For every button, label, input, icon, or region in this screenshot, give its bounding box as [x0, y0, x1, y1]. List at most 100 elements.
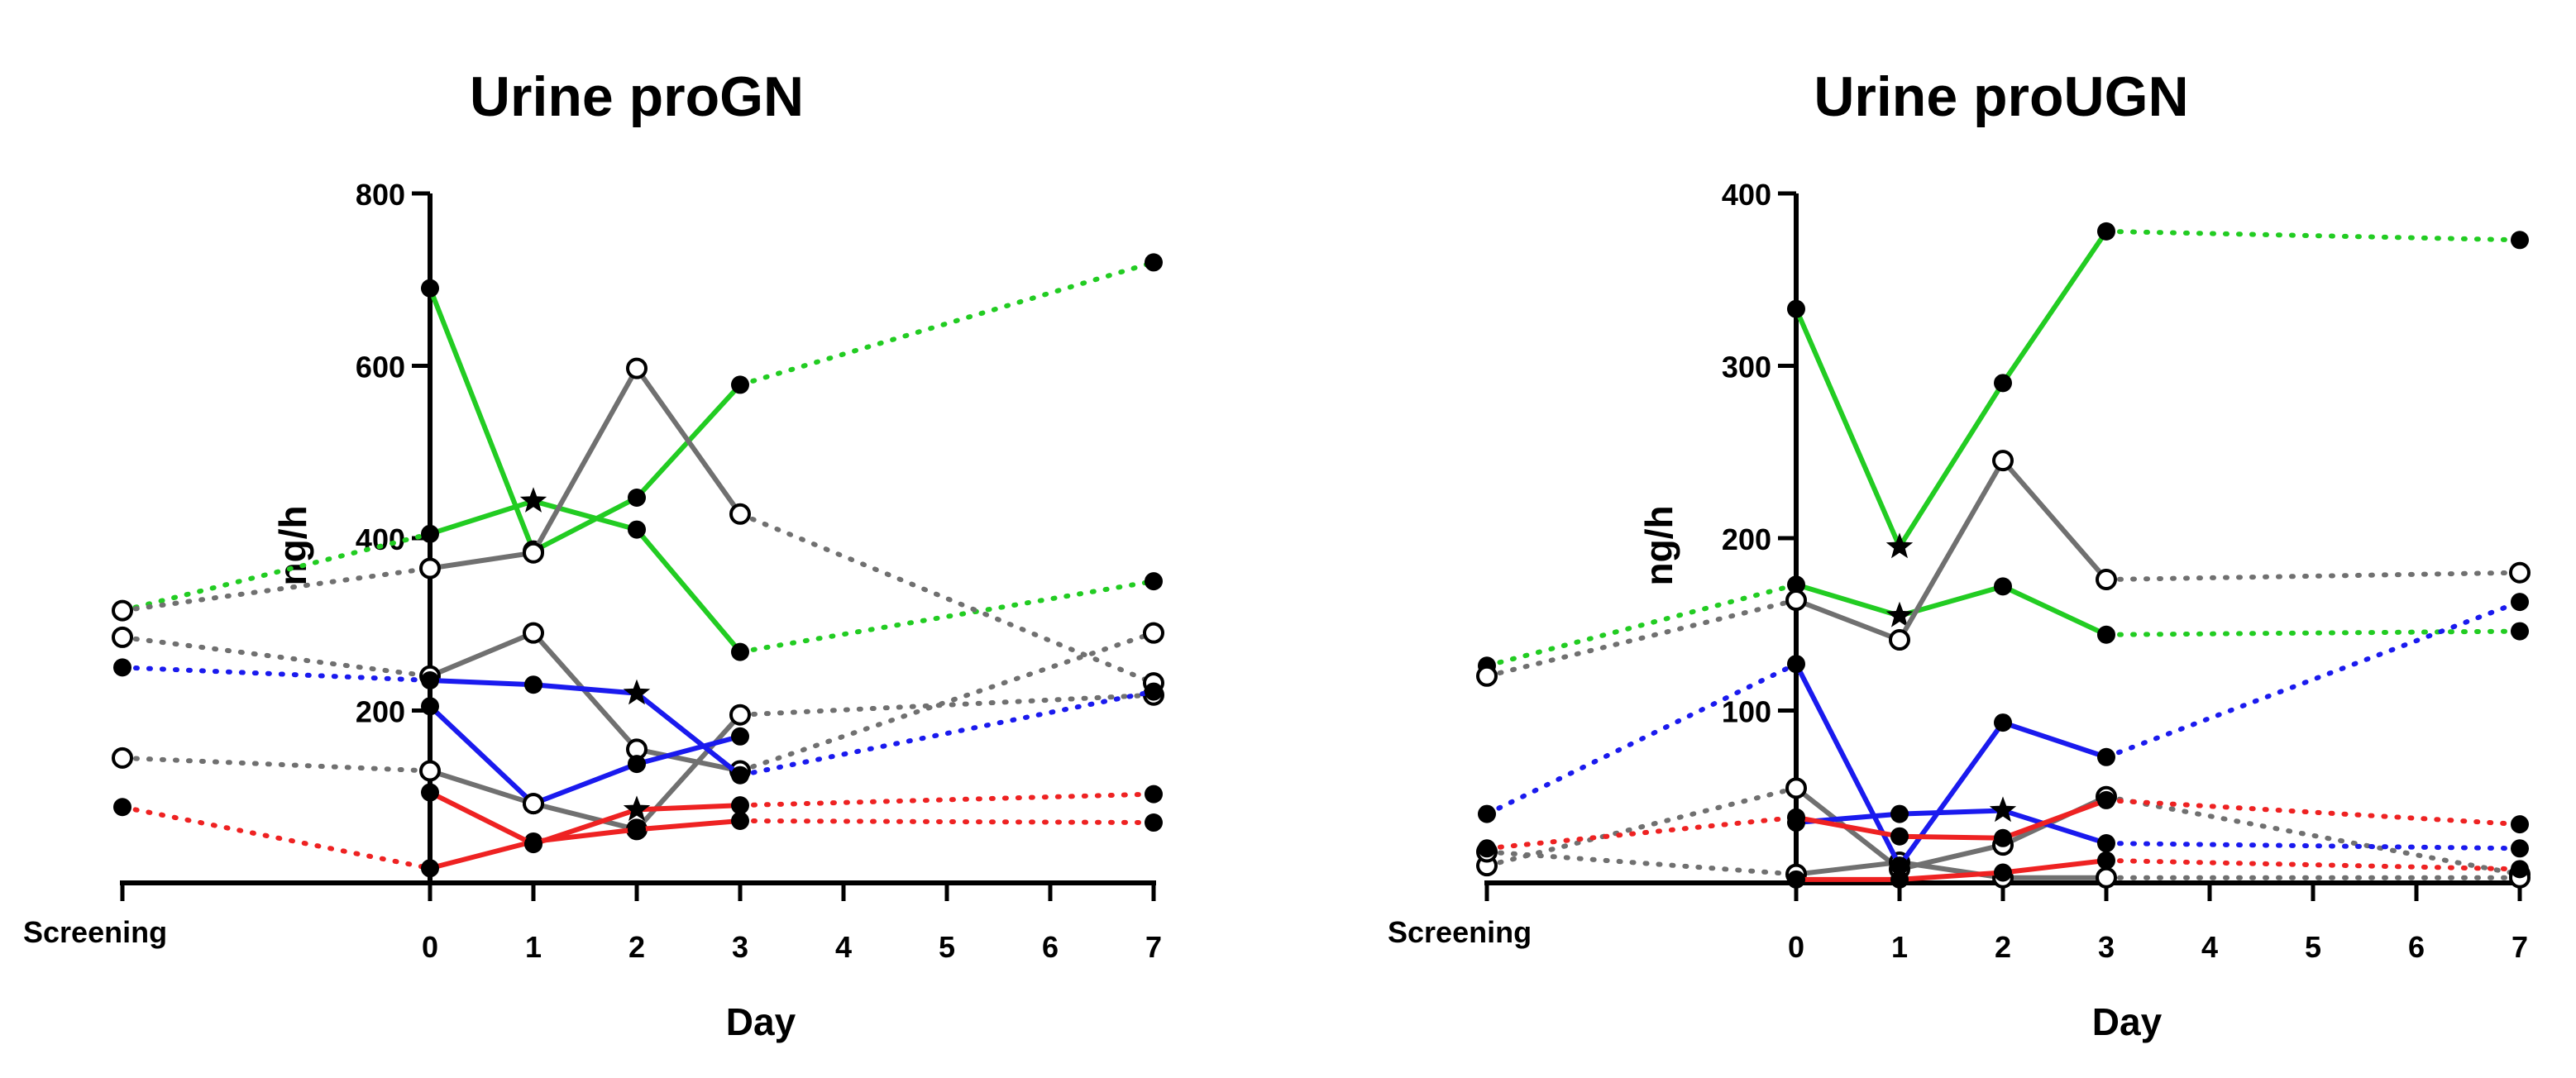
screening-connector: [120, 804, 433, 871]
data-point-filled: [628, 755, 646, 774]
data-point-filled: [1145, 813, 1163, 832]
data-point-filled: [731, 642, 749, 661]
data-point-open: [1785, 777, 1807, 799]
data-point-filled: [1145, 253, 1163, 272]
screening-connector: [120, 634, 433, 679]
data-point-filled: [1994, 828, 2012, 847]
data-point-open: [523, 793, 544, 815]
data-point-open: [1143, 622, 1164, 644]
data-point-open: [112, 626, 133, 648]
data-point-open: [2096, 569, 2117, 591]
data-point-filled: [1890, 870, 1909, 889]
series-line: [1794, 230, 2109, 550]
data-point-filled: [1478, 804, 1496, 823]
data-point-open: [523, 541, 544, 564]
data-point-open: [1785, 589, 1807, 612]
data-point-open: [112, 746, 133, 769]
x-tick-label: 6: [1042, 930, 1059, 964]
y-tick-label: 100: [1722, 695, 1771, 729]
data-point-filled: [421, 859, 439, 878]
followup-connector: [2104, 228, 2522, 243]
followup-connector: [738, 260, 1156, 388]
series-green-a: [1787, 222, 2529, 559]
data-point-filled: [421, 671, 439, 690]
data-point-filled: [2097, 851, 2115, 870]
data-point-filled: [113, 798, 131, 817]
data-point-filled: [731, 766, 749, 785]
followup-connector: [2104, 857, 2522, 872]
series-red-b: [421, 783, 1163, 854]
screening-connector: [1484, 814, 1799, 851]
x-tick-label: 4: [835, 930, 852, 964]
x-tick-label: 2: [628, 930, 645, 964]
data-point-open: [626, 357, 648, 379]
series-line: [429, 818, 741, 871]
followup-connector: [2104, 794, 2522, 877]
data-point-filled: [1145, 572, 1163, 591]
series-green-b: [1478, 575, 2529, 675]
data-point-filled: [731, 796, 749, 815]
data-point-filled: [1994, 713, 2012, 732]
data-point-open: [1992, 450, 2014, 472]
series-line: [1795, 798, 2108, 841]
x-tick-label: 5: [939, 930, 955, 964]
data-point-filled: [2511, 839, 2529, 858]
data-point-open: [419, 760, 441, 782]
followup-connector: [2104, 797, 2522, 828]
data-point-filled: [1145, 682, 1163, 701]
data-point-filled: [1890, 804, 1909, 823]
x-tick-label: 3: [732, 930, 748, 964]
x-tick-label: 4: [2201, 930, 2218, 964]
y-tick-label: 400: [356, 522, 405, 556]
followup-connector: [738, 511, 1156, 686]
screening-connector: [120, 665, 433, 684]
data-point-open: [729, 503, 751, 525]
data-point-open: [2096, 866, 2117, 889]
series-line: [1795, 582, 2108, 637]
data-point-filled: [628, 489, 646, 508]
data-point-open: [729, 704, 751, 726]
data-point-filled: [421, 524, 439, 543]
data-point-open: [523, 622, 544, 644]
data-point-filled: [731, 727, 749, 746]
followup-connector: [2104, 599, 2522, 760]
data-point-filled: [2511, 231, 2529, 250]
data-point-open: [419, 557, 441, 580]
series-line: [1795, 859, 2106, 880]
followup-connector: [2104, 841, 2522, 851]
x-tick-label-screening: Screening: [1388, 915, 1532, 949]
y-tick-label: 600: [356, 351, 405, 384]
data-point-filled: [2097, 625, 2115, 644]
screening-connector: [1484, 582, 1799, 669]
data-point-filled: [1787, 575, 1805, 594]
series-line: [428, 789, 741, 847]
y-tick-label: 200: [1722, 522, 1771, 556]
x-tick-label: 0: [1788, 930, 1804, 964]
screening-connector: [120, 755, 433, 774]
data-point-filled: [421, 697, 439, 716]
series-gray-a: [1476, 450, 2531, 687]
series-line: [429, 498, 743, 654]
y-axis-label: ng/h: [1637, 505, 1680, 585]
data-point-star: [623, 679, 651, 705]
data-point-filled: [2511, 815, 2529, 834]
followup-connector: [2104, 628, 2522, 637]
series-blue-b: [421, 697, 749, 815]
x-tick-label: 1: [1891, 930, 1908, 964]
data-point-filled: [1994, 863, 2012, 882]
data-point-star: [1885, 532, 1914, 559]
data-point-filled: [2097, 834, 2115, 853]
screening-connector: [1484, 849, 1799, 877]
followup-connector: [738, 579, 1156, 655]
data-point-filled: [1994, 577, 2012, 596]
data-point-filled: [1787, 299, 1805, 318]
data-point-filled: [628, 520, 646, 539]
data-point-filled: [1890, 856, 1909, 875]
series-red-b: [1787, 851, 2529, 889]
data-point-star: [519, 487, 547, 513]
screening-connector: [1484, 661, 1799, 817]
data-point-filled: [1478, 839, 1496, 858]
series-line: [1796, 857, 2107, 882]
series-green-a: [421, 253, 1163, 562]
